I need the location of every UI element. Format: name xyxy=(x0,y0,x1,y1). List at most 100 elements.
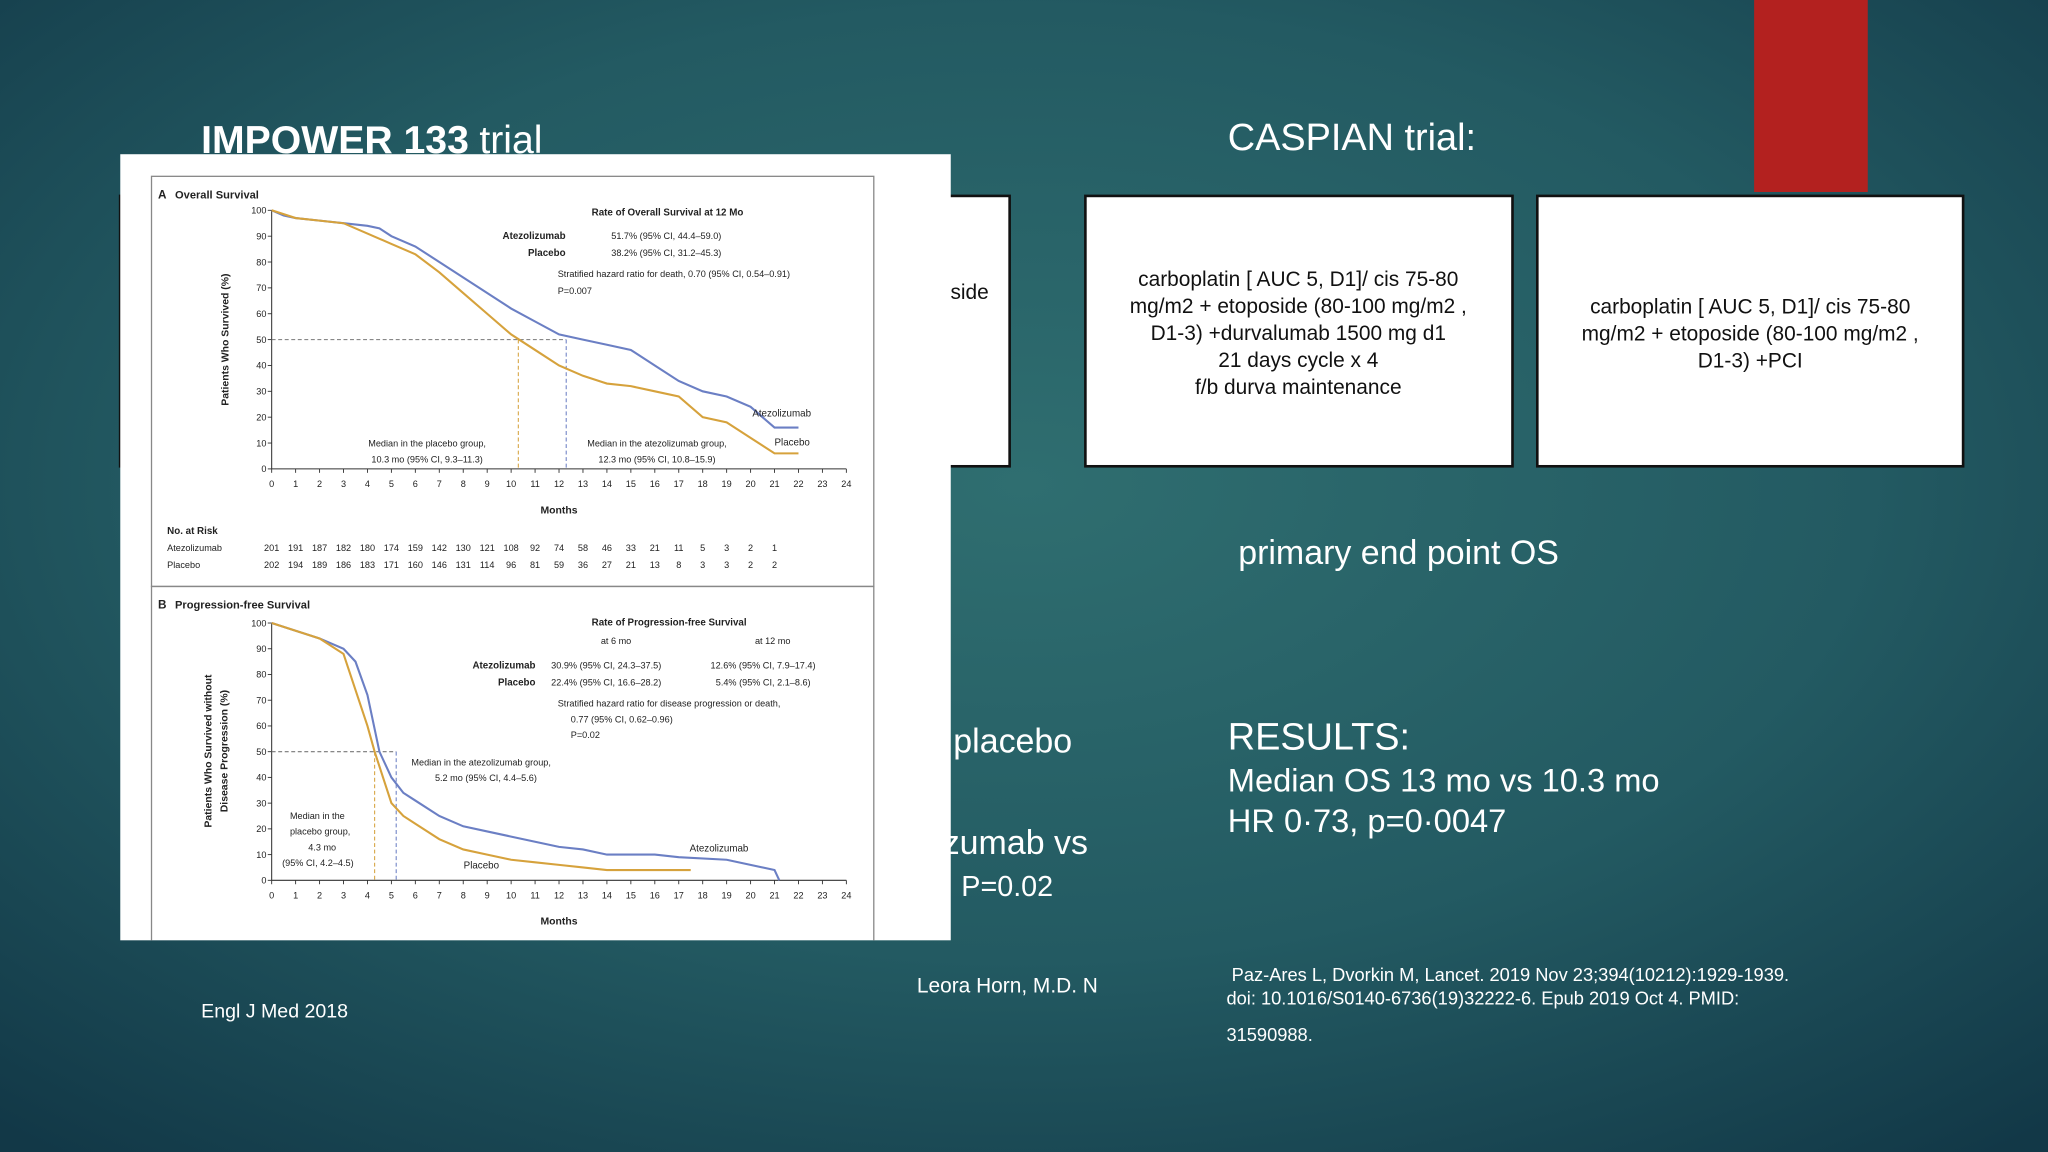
y-tick-label: 50 xyxy=(256,335,266,345)
y-tick-label: 80 xyxy=(256,670,266,680)
at-risk-value: 46 xyxy=(602,543,612,553)
annotation: 10.3 mo (95% CI, 9.3–11.3) xyxy=(371,454,482,464)
x-tick-label: 3 xyxy=(341,891,346,901)
y-tick-label: 70 xyxy=(256,283,266,293)
x-axis-label: Months xyxy=(540,917,577,928)
x-tick-label: 0 xyxy=(269,479,274,489)
box-line: side xyxy=(950,281,988,304)
x-tick-label: 2 xyxy=(317,479,322,489)
y-axis-label: Patients Who Survived without xyxy=(204,674,215,828)
rate-label: Atezolizumab xyxy=(503,231,566,242)
x-tick-label: 22 xyxy=(793,479,803,489)
at-risk-value: 160 xyxy=(408,560,423,570)
x-axis-label: Months xyxy=(540,505,577,516)
x-tick-label: 9 xyxy=(485,479,490,489)
curve-label: Placebo xyxy=(464,861,500,872)
x-tick-label: 20 xyxy=(746,479,756,489)
annotation: at 12 mo xyxy=(755,636,791,646)
x-tick-label: 11 xyxy=(530,479,539,489)
annotation: Median in the atezolizumab group, xyxy=(411,757,551,767)
at-risk-value: 171 xyxy=(384,560,399,570)
at-risk-value: 182 xyxy=(336,543,351,553)
at-risk-value: 96 xyxy=(506,560,516,570)
annotation: at 6 mo xyxy=(601,636,631,646)
rate-label: Atezolizumab xyxy=(472,661,535,672)
at-risk-value: 186 xyxy=(336,560,351,570)
x-tick-label: 20 xyxy=(746,891,756,901)
at-risk-value: 2 xyxy=(748,543,753,553)
results-line: Median OS 13 mo vs 10.3 mo xyxy=(1228,762,1660,799)
annotation: 4.3 mo xyxy=(308,842,336,852)
results-line: HR 0·73, p=0·0047 xyxy=(1228,802,1507,839)
figure: A Overall Survival01020304050607080901000… xyxy=(120,154,951,941)
x-tick-label: 1 xyxy=(293,891,298,901)
curve-label: Atezolizumab xyxy=(690,844,749,855)
y-axis-label: Disease Progression (%) xyxy=(219,690,230,812)
box-line: mg/m2 + etoposide (80-100 mg/m2 , xyxy=(1582,323,1919,346)
curve-label: Atezolizumab xyxy=(752,409,811,420)
y-tick-label: 0 xyxy=(261,876,266,886)
fragment: izumab vs xyxy=(935,824,1088,862)
y-tick-label: 20 xyxy=(256,824,266,834)
annotation: 12.6% (95% CI, 7.9–17.4) xyxy=(711,661,816,671)
at-risk-value: 81 xyxy=(530,560,540,570)
x-tick-label: 15 xyxy=(626,479,636,489)
x-tick-label: 16 xyxy=(650,479,660,489)
at-risk-value: 180 xyxy=(360,543,375,553)
y-tick-label: 60 xyxy=(256,721,266,731)
annotation: 12.3 mo (95% CI, 10.8–15.9) xyxy=(598,454,715,464)
results-heading: RESULTS: xyxy=(1228,717,1410,759)
figure-background xyxy=(120,154,951,941)
at-risk-value: 130 xyxy=(456,543,471,553)
annotation: 38.2% (95% CI, 31.2–45.3) xyxy=(611,248,721,258)
x-tick-label: 24 xyxy=(841,479,851,489)
x-tick-label: 21 xyxy=(769,479,779,489)
annotation: 51.7% (95% CI, 44.4–59.0) xyxy=(611,231,721,241)
at-risk-value: 194 xyxy=(288,560,303,570)
y-tick-label: 90 xyxy=(256,231,266,241)
right-title: CASPIAN trial: xyxy=(1228,117,1476,159)
box-line: D1-3) +durvalumab 1500 mg d1 xyxy=(1151,322,1446,345)
at-risk-value: 121 xyxy=(480,543,495,553)
y-tick-label: 10 xyxy=(256,850,266,860)
annotation: Median in the atezolizumab group, xyxy=(587,439,727,449)
at-risk-value: 189 xyxy=(312,560,327,570)
x-tick-label: 10 xyxy=(506,479,516,489)
y-tick-label: 10 xyxy=(256,438,266,448)
x-tick-label: 18 xyxy=(698,479,708,489)
y-tick-label: 60 xyxy=(256,309,266,319)
source: Engl J Med 2018 xyxy=(201,1000,348,1022)
annotation: Stratified hazard ratio for disease prog… xyxy=(558,699,781,709)
annotation: Stratified hazard ratio for death, 0.70 … xyxy=(558,269,790,279)
fragment: r placebo xyxy=(933,722,1073,760)
citation: Paz-Ares L, Dvorkin M, Lancet. 2019 Nov … xyxy=(1232,964,1789,985)
at-risk-value: 21 xyxy=(626,560,636,570)
x-tick-label: 8 xyxy=(461,479,466,489)
box-line: f/b durva maintenance xyxy=(1195,376,1402,399)
x-tick-label: 12 xyxy=(554,891,564,901)
at-risk-value: 159 xyxy=(408,543,423,553)
x-tick-label: 22 xyxy=(793,891,803,901)
x-tick-label: 17 xyxy=(674,479,684,489)
x-tick-label: 3 xyxy=(341,479,346,489)
at-risk-value: 92 xyxy=(530,543,540,553)
at-risk-value: 201 xyxy=(264,543,279,553)
at-risk-value: 36 xyxy=(578,560,588,570)
at-risk-value: 3 xyxy=(724,560,729,570)
at-risk-value: 131 xyxy=(456,560,471,570)
x-tick-label: 15 xyxy=(626,891,636,901)
at-risk-value: 21 xyxy=(650,543,660,553)
rate-label: Placebo xyxy=(498,678,536,689)
y-tick-label: 30 xyxy=(256,387,266,397)
at-risk-value: 13 xyxy=(650,560,660,570)
x-tick-label: 6 xyxy=(413,891,418,901)
at-risk-value: 1 xyxy=(772,543,777,553)
annotation: Median in the placebo group, xyxy=(368,439,486,449)
primary-endpoint: primary end point OS xyxy=(1238,534,1559,572)
box-line: carboplatin [ AUC 5, D1]/ cis 75-80 xyxy=(1138,268,1458,291)
at-risk-value: 3 xyxy=(700,560,705,570)
survival-curve xyxy=(271,622,691,872)
y-tick-label: 100 xyxy=(251,206,266,216)
y-tick-label: 90 xyxy=(256,644,266,654)
